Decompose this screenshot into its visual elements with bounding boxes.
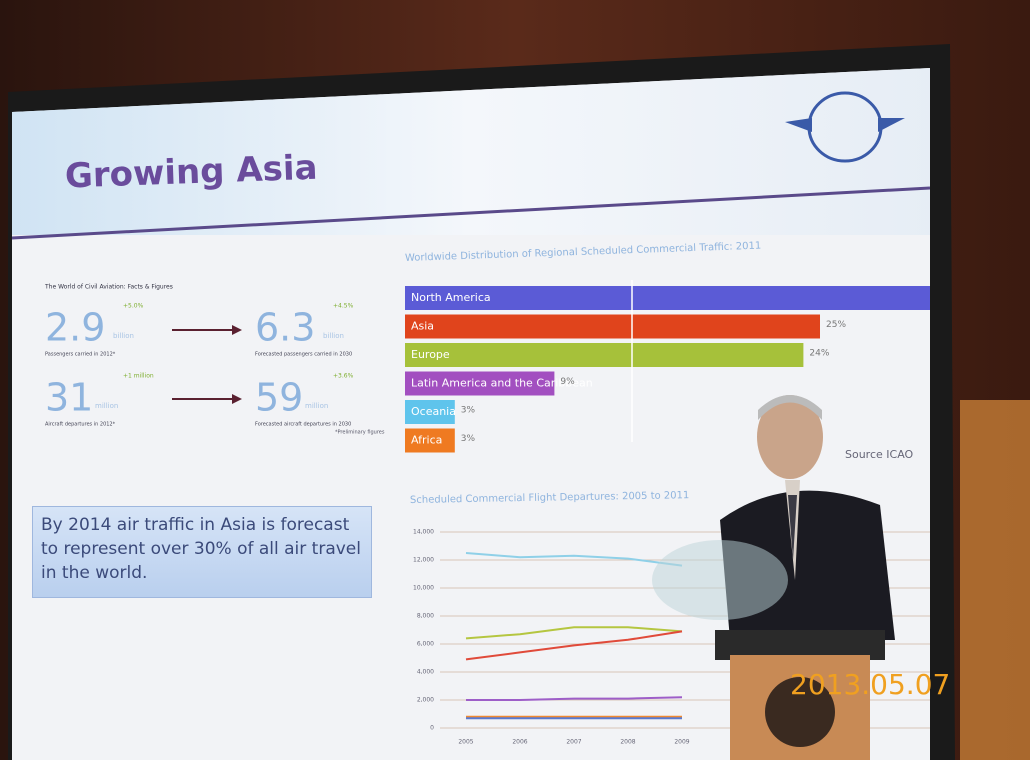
y-tick-label: 10,000 (413, 585, 434, 592)
bar-value-label: 3% (461, 406, 476, 416)
bar-category: Africa (411, 434, 442, 447)
y-tick-label: 4,000 (417, 669, 434, 676)
bar-value-label: 3% (461, 434, 476, 444)
fact-value: 59 (255, 376, 303, 420)
bar-value-label: 25% (826, 320, 846, 330)
bar-category: Oceania (411, 405, 456, 418)
fact-caption: Forecasted aircraft departures in 2030 (255, 422, 351, 428)
fact-change: +5.0% (123, 303, 144, 310)
fact-caption: Aircraft departures in 2012* (45, 422, 116, 428)
fact-change: +3.6% (333, 373, 354, 380)
facts-heading: The World of Civil Aviation: Facts & Fig… (44, 284, 173, 291)
fact-value: 2.9 (45, 306, 105, 350)
bar-category: Asia (411, 320, 434, 333)
y-tick-label: 0 (430, 725, 434, 732)
x-tick-label: 2008 (620, 739, 635, 746)
photo: Growing Asia The World of Civil Aviation… (0, 0, 1030, 760)
x-tick-label: 2005 (458, 739, 473, 746)
y-tick-label: 2,000 (417, 697, 434, 704)
callout: By 2014 air traffic in Asia is forecast … (32, 506, 372, 598)
y-tick-label: 12,000 (413, 557, 434, 564)
fact-change: +1 million (123, 373, 154, 380)
y-tick-label: 8,000 (417, 613, 434, 620)
lectern-glass (652, 540, 788, 620)
fact-unit: million (305, 402, 328, 410)
fact-value: 31 (45, 376, 93, 420)
y-tick-label: 14,000 (413, 529, 434, 536)
fact-value: 6.3 (255, 306, 315, 350)
bar-category: North America (411, 291, 491, 304)
wall-light (960, 400, 1030, 760)
fact-unit: billion (323, 332, 344, 340)
footnote: *Preliminary figures (335, 430, 385, 436)
bar (405, 315, 820, 339)
source: Source ICAO (845, 448, 914, 461)
fact-caption: Forecasted passengers carried in 2030 (255, 352, 352, 358)
bar (405, 343, 803, 367)
y-tick-label: 6,000 (417, 641, 434, 648)
x-tick-label: 2006 (512, 739, 527, 746)
bar-value-label: 24% (809, 349, 829, 359)
fact-unit: million (95, 402, 118, 410)
fact-unit: billion (113, 332, 134, 340)
x-tick-label: 2007 (566, 739, 581, 746)
bar-category: Europe (411, 348, 450, 361)
date-stamp: 2013.05.07 (790, 668, 950, 701)
fact-change: +4.5% (333, 303, 354, 310)
x-tick-label: 2009 (674, 739, 689, 746)
fact-caption: Passengers carried in 2012* (45, 352, 116, 358)
page: Growing Asia The World of Civil Aviation… (0, 0, 1030, 760)
bar (405, 286, 1019, 310)
bar-value-label: 9% (560, 377, 575, 387)
